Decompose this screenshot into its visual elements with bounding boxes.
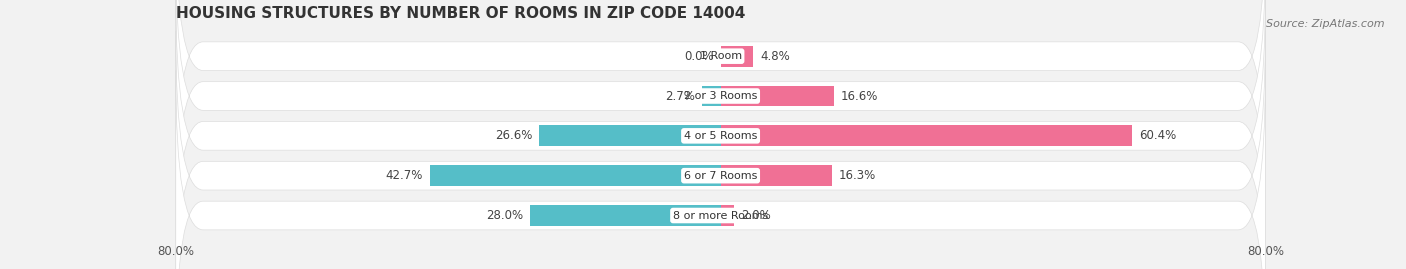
Text: 42.7%: 42.7%: [385, 169, 423, 182]
Bar: [721, 165, 831, 186]
Text: 60.4%: 60.4%: [1139, 129, 1175, 142]
Text: HOUSING STRUCTURES BY NUMBER OF ROOMS IN ZIP CODE 14004: HOUSING STRUCTURES BY NUMBER OF ROOMS IN…: [176, 6, 745, 22]
Text: 1 Room: 1 Room: [700, 51, 741, 61]
FancyBboxPatch shape: [176, 31, 1265, 269]
Bar: [721, 46, 754, 66]
FancyBboxPatch shape: [176, 0, 1265, 201]
FancyBboxPatch shape: [176, 0, 1265, 269]
Bar: [702, 86, 721, 106]
Text: 6 or 7 Rooms: 6 or 7 Rooms: [683, 171, 758, 181]
Bar: [430, 165, 721, 186]
Bar: [530, 205, 721, 226]
Text: 16.6%: 16.6%: [841, 90, 877, 102]
Bar: [540, 125, 721, 146]
Text: 2.0%: 2.0%: [741, 209, 770, 222]
Text: Source: ZipAtlas.com: Source: ZipAtlas.com: [1267, 19, 1385, 29]
Text: 16.3%: 16.3%: [838, 169, 876, 182]
Text: 4 or 5 Rooms: 4 or 5 Rooms: [683, 131, 758, 141]
Bar: [721, 205, 734, 226]
Text: 2 or 3 Rooms: 2 or 3 Rooms: [683, 91, 758, 101]
Bar: [721, 125, 1132, 146]
Text: 26.6%: 26.6%: [495, 129, 533, 142]
Text: 8 or more Rooms: 8 or more Rooms: [673, 211, 768, 221]
FancyBboxPatch shape: [176, 70, 1265, 269]
Text: 28.0%: 28.0%: [486, 209, 523, 222]
Text: 2.7%: 2.7%: [665, 90, 696, 102]
FancyBboxPatch shape: [176, 0, 1265, 241]
Text: 4.8%: 4.8%: [761, 50, 790, 63]
Bar: [721, 86, 834, 106]
Text: 0.0%: 0.0%: [685, 50, 714, 63]
